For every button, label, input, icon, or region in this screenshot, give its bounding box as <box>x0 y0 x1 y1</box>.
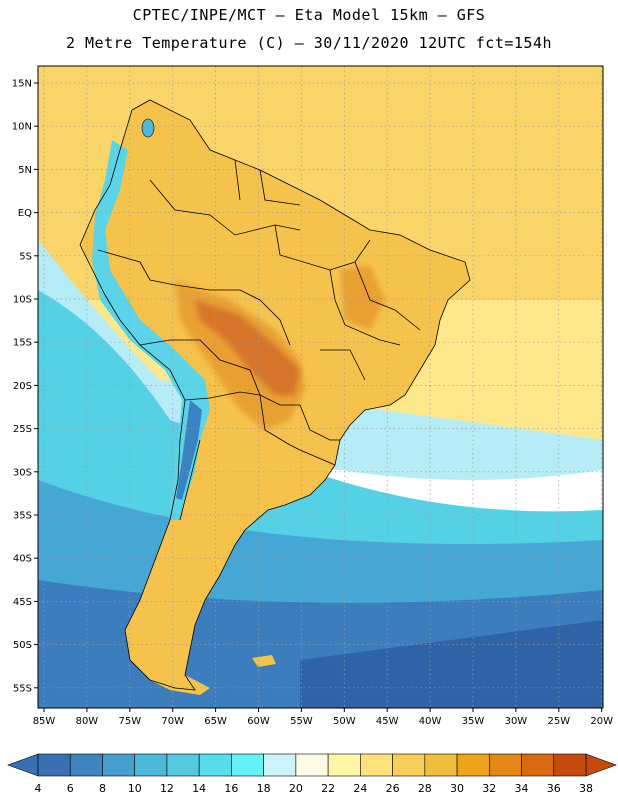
colorbar-label-10: 10 <box>128 782 142 795</box>
colorbar-label-4: 4 <box>35 782 42 795</box>
colorbar-label-12: 12 <box>160 782 174 795</box>
pantanal-hottest-region <box>195 300 300 395</box>
lat-label-45S: 45S <box>13 597 32 608</box>
colorbar-label-20: 20 <box>289 782 303 795</box>
colorbar-label-22: 22 <box>321 782 335 795</box>
lat-label-5N: 5N <box>18 165 32 176</box>
colorbar-swatch <box>69 753 103 777</box>
lon-label-50W: 50W <box>333 716 356 727</box>
colorbar-swatch <box>360 753 393 777</box>
colorbar-label-18: 18 <box>257 782 271 795</box>
colorbar-label-16: 16 <box>224 782 238 795</box>
ocean-transition-band <box>38 240 603 480</box>
lat-label-EQ: EQ <box>18 208 32 219</box>
colorbar-swatch <box>166 753 200 777</box>
lat-label-10N: 10N <box>12 122 32 133</box>
map-title-line-2: 2 Metre Temperature (C) — 30/11/2020 12U… <box>65 34 553 52</box>
colorbar-label-36: 36 <box>547 782 561 795</box>
colorbar-swatch <box>263 753 297 777</box>
lon-label-65W: 65W <box>204 716 227 727</box>
colorbar-label-32: 32 <box>482 782 496 795</box>
temperature-field <box>38 66 603 708</box>
colorbar-swatch <box>198 753 232 777</box>
colorbar-label-8: 8 <box>99 782 106 795</box>
colorbar-swatch <box>424 753 458 777</box>
colorbar-swatch <box>37 753 71 777</box>
lat-label-10S: 10S <box>13 295 32 306</box>
lon-label-20W: 20W <box>590 716 613 727</box>
colorbar-label-28: 28 <box>418 782 432 795</box>
lon-label-55W: 55W <box>290 716 313 727</box>
colorbar-label-30: 30 <box>450 782 464 795</box>
colorbar-swatch <box>295 753 329 777</box>
lon-label-30W: 30W <box>505 716 528 727</box>
lon-label-80W: 80W <box>76 716 99 727</box>
colorbar-label-6: 6 <box>67 782 74 795</box>
lat-label-15N: 15N <box>12 79 32 90</box>
lon-label-85W: 85W <box>33 716 56 727</box>
lake-maracaibo <box>141 118 155 138</box>
colorbar-label-34: 34 <box>515 782 529 795</box>
lat-label-55S: 55S <box>13 683 32 694</box>
colorbar-swatch <box>102 753 136 777</box>
ocean-far-south-band <box>300 620 603 708</box>
lon-label-25W: 25W <box>547 716 570 727</box>
lat-label-20S: 20S <box>13 381 32 392</box>
lon-label-75W: 75W <box>118 716 141 727</box>
lon-label-60W: 60W <box>247 716 270 727</box>
lon-label-45W: 45W <box>376 716 399 727</box>
lat-label-5S: 5S <box>19 251 32 262</box>
lat-label-35S: 35S <box>13 511 32 522</box>
lon-label-35W: 35W <box>462 716 485 727</box>
map-frame <box>37 65 604 709</box>
colorbar-label-38: 38 <box>579 782 593 795</box>
lat-label-50S: 50S <box>13 640 32 651</box>
colorbar-swatch <box>327 753 361 777</box>
lat-label-40S: 40S <box>13 554 32 565</box>
northeast-hot-region <box>340 265 385 330</box>
colorbar-swatch <box>521 753 555 777</box>
map-title-line-1: CPTEC/INPE/MCT — Eta Model 15km — GFS <box>132 6 486 24</box>
colorbar-swatch <box>392 753 426 777</box>
country-borders <box>79 99 471 691</box>
colorbar-low-arrow <box>7 753 39 777</box>
lon-label-40W: 40W <box>419 716 442 727</box>
colorbar-high-arrow <box>585 753 617 777</box>
colorbar-swatch <box>134 753 168 777</box>
lat-label-25S: 25S <box>13 424 32 435</box>
andes-cold-ridge <box>92 140 210 520</box>
lat-label-30S: 30S <box>13 467 32 478</box>
andes-coldest-core <box>176 400 202 500</box>
lon-label-70W: 70W <box>161 716 184 727</box>
longitude-axis: 85W 80W 75W 70W 65W 60W 55W 50W 45W 40W 35W 30W 25W 2… <box>33 708 613 727</box>
colorbar-swatch <box>488 753 522 777</box>
colorbar: 4 6 8 10 12 14 16 18 20 22 24 26 28 30 32 34 36 38 <box>7 753 617 795</box>
colorbar-label-26: 26 <box>386 782 400 795</box>
colorbar-swatch <box>456 753 490 777</box>
colorbar-swatch <box>553 753 587 777</box>
colorbar-label-14: 14 <box>192 782 206 795</box>
colorbar-label-24: 24 <box>353 782 367 795</box>
latitude-axis: 15N 10N 5N EQ 5S 10S 15S 20S 25S 30S 35S 40S 45S 50S 5… <box>12 79 38 694</box>
lat-label-15S: 15S <box>13 338 32 349</box>
colorbar-swatch <box>231 753 264 777</box>
falkland-islands <box>252 655 276 667</box>
